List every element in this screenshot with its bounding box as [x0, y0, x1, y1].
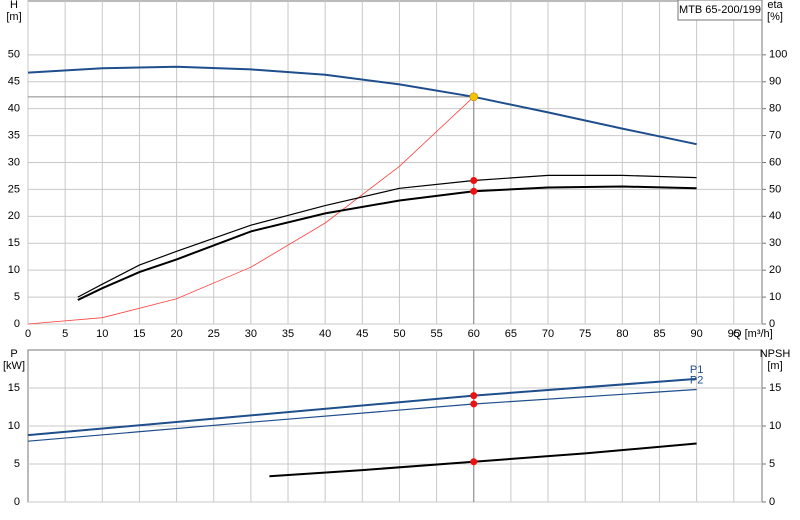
curve — [269, 442, 697, 478]
operating-marker — [470, 187, 478, 195]
x-tick-label: 15 — [133, 328, 145, 340]
x-tick-label: 80 — [616, 328, 628, 340]
y2-tick-label: 90 — [769, 76, 781, 88]
y-tick-label: 50 — [8, 49, 20, 61]
y-tick-label: 0 — [14, 496, 20, 508]
series-label: P1 — [690, 364, 703, 376]
y2-tick-label: 100 — [769, 49, 787, 61]
x-tick-label: 40 — [319, 328, 331, 340]
operating-marker — [470, 400, 478, 408]
y-axis-unit: [m] — [6, 11, 21, 23]
curve — [27, 65, 697, 146]
y2-tick-label: 10 — [769, 291, 781, 303]
x-axis-title: Q [m³/h] — [733, 328, 773, 340]
x-tick-label: 55 — [430, 328, 442, 340]
x-tick-label: 70 — [542, 328, 554, 340]
x-tick-label: 35 — [282, 328, 294, 340]
y-tick-label: 15 — [8, 237, 20, 249]
y-axis-unit: [kW] — [3, 360, 25, 372]
y-tick-label: 20 — [8, 210, 20, 222]
x-tick-label: 0 — [25, 328, 31, 340]
y2-tick-label: 20 — [769, 264, 781, 276]
y-tick-label: 35 — [8, 129, 20, 141]
operating-marker — [470, 458, 478, 466]
curve — [27, 388, 697, 442]
curve — [77, 174, 697, 298]
y-tick-label: 30 — [8, 156, 20, 168]
curve — [27, 96, 474, 325]
operating-point — [469, 92, 479, 102]
x-tick-label: 10 — [96, 328, 108, 340]
y-tick-label: 45 — [8, 76, 20, 88]
x-tick-label: 60 — [468, 328, 480, 340]
y-tick-label: 10 — [8, 420, 20, 432]
x-tick-label: 65 — [505, 328, 517, 340]
y2-tick-label: 15 — [769, 382, 781, 394]
y-tick-label: 10 — [8, 264, 20, 276]
x-tick-label: 20 — [170, 328, 182, 340]
y2-axis-title: NPSH — [760, 348, 791, 360]
operating-marker — [470, 392, 478, 400]
y2-tick-label: 40 — [769, 210, 781, 222]
curve — [77, 185, 697, 301]
x-tick-label: 45 — [356, 328, 368, 340]
x-tick-label: 85 — [653, 328, 665, 340]
y-tick-label: 5 — [14, 291, 20, 303]
x-tick-label: 30 — [245, 328, 257, 340]
y-axis-title: P — [10, 348, 17, 360]
x-tick-label: 50 — [393, 328, 405, 340]
y2-axis-unit: [m] — [767, 360, 782, 372]
x-tick-label: 75 — [579, 328, 591, 340]
y2-tick-label: 30 — [769, 237, 781, 249]
x-tick-label: 5 — [62, 328, 68, 340]
y-tick-label: 25 — [8, 183, 20, 195]
x-tick-label: 90 — [690, 328, 702, 340]
y2-tick-label: 70 — [769, 129, 781, 141]
series-label: P2 — [690, 374, 703, 386]
y2-tick-label: 50 — [769, 183, 781, 195]
y2-tick-label: 10 — [769, 420, 781, 432]
y-axis-title: H — [10, 0, 18, 11]
y2-axis-title: eta — [767, 0, 783, 11]
x-tick-label: 95 — [728, 328, 740, 340]
y2-tick-label: 80 — [769, 103, 781, 115]
x-tick-label: 25 — [208, 328, 220, 340]
operating-marker — [470, 177, 478, 185]
y-tick-label: 15 — [8, 382, 20, 394]
y2-tick-label: 5 — [769, 458, 775, 470]
y2-tick-label: 0 — [769, 496, 775, 508]
y2-tick-label: 0 — [769, 318, 775, 330]
y2-axis-unit: [%] — [767, 11, 783, 23]
y-tick-label: 40 — [8, 103, 20, 115]
y-tick-label: 0 — [14, 318, 20, 330]
model-label: MTB 65-200/199 — [679, 4, 761, 16]
model-box — [677, 0, 763, 21]
y-tick-label: 5 — [14, 458, 20, 470]
y2-tick-label: 60 — [769, 156, 781, 168]
curve — [27, 377, 697, 437]
